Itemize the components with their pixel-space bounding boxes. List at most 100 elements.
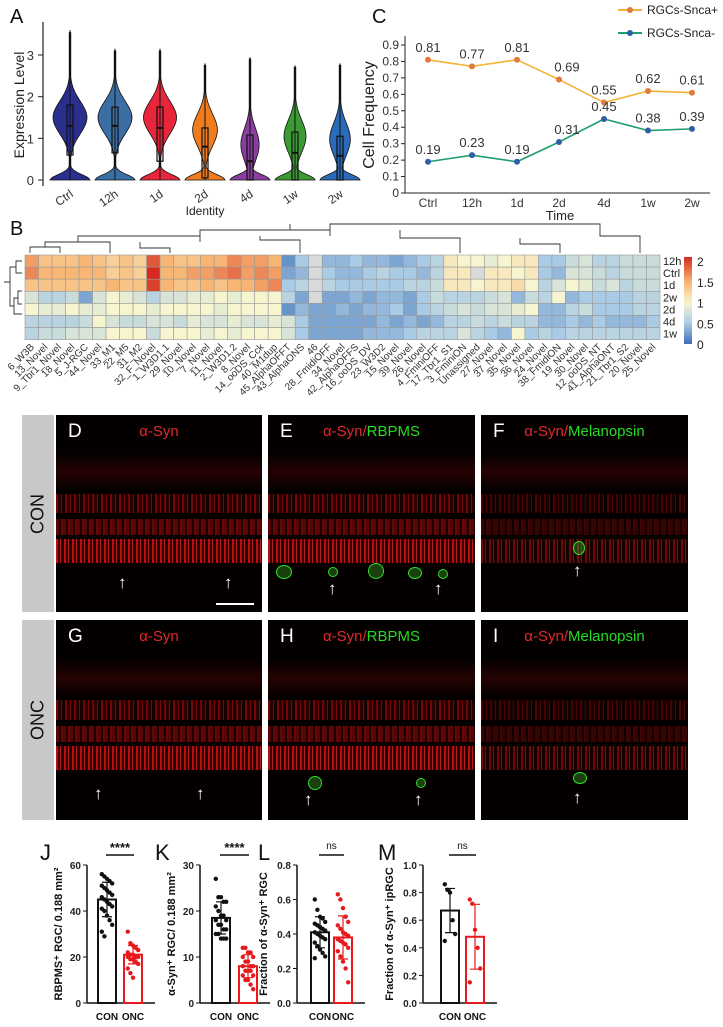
heatmap-cell (78, 254, 93, 268)
heatmap-cell (416, 327, 431, 340)
y-axis-title: Fraction of α-Syn⁺ RGC (258, 872, 270, 996)
data-point (346, 919, 351, 925)
heatmap-cell (592, 278, 607, 292)
row-label: 4d (663, 317, 675, 329)
heatmap-cell (308, 303, 323, 316)
heatmap-cell (605, 327, 620, 340)
heatmap-cell (38, 327, 53, 340)
heatmap-cell (227, 327, 242, 340)
data-point (315, 907, 320, 913)
data-point (240, 964, 245, 969)
heatmap-cell (119, 327, 134, 340)
heatmap-cell (240, 291, 255, 304)
up-arrow-icon: ↑ (118, 573, 127, 592)
heatmap-cell (416, 303, 431, 316)
heatmap-cell (308, 278, 323, 292)
heatmap-cell (146, 278, 161, 292)
heatmap-cell (78, 303, 93, 316)
data-point (251, 964, 256, 969)
micrograph-g: G α-Syn ↑ ↑ (56, 620, 262, 820)
data-point (312, 940, 317, 945)
legend-marker (627, 7, 633, 13)
heatmap-cell (51, 291, 66, 304)
heatmap-cell (375, 291, 391, 304)
heatmap-cell (348, 315, 364, 328)
heatmap-cell (281, 327, 296, 340)
heatmap-cell (335, 254, 350, 268)
heatmap-cell (78, 278, 93, 292)
heatmap-cell (470, 303, 485, 316)
y-tick-label: 0.7 (382, 71, 399, 85)
heatmap-cell (294, 315, 310, 328)
heatmap-cell (267, 254, 283, 268)
heatmap-cell (632, 291, 647, 304)
heatmap-cell (213, 254, 228, 268)
heatmap-cell (78, 315, 93, 328)
heatmap-cell (430, 291, 445, 304)
micrograph-i: I α-Syn/Melanopsin ↑ (481, 620, 688, 820)
heatmap-cell (200, 315, 215, 328)
heatmap-cell (105, 278, 120, 292)
heatmap-cell (416, 266, 431, 280)
heatmap-cell (321, 278, 337, 292)
heatmap-cell (267, 266, 283, 280)
data-point (442, 938, 447, 944)
heatmap-cell (254, 315, 269, 328)
heatmap-cell (443, 327, 458, 340)
heatmap-cell (24, 327, 39, 340)
heatmap-cell (646, 303, 661, 316)
heatmap-cell (51, 254, 66, 268)
data-point (315, 943, 320, 949)
heatmap-cell (484, 327, 499, 340)
heatmap-cell (592, 291, 607, 304)
heatmap-cell (443, 254, 458, 268)
heatmap-cell (605, 291, 620, 304)
y-tick-label: 20 (70, 953, 82, 964)
heatmap-cell (186, 315, 201, 328)
heatmap-cell (443, 315, 458, 328)
y-tick-label: 0.2 (277, 965, 291, 976)
heatmap-cell (375, 303, 391, 316)
up-arrow-icon: ↑ (94, 784, 103, 803)
data-point (335, 892, 340, 897)
heatmap-cell (348, 303, 364, 316)
y-tick-label: 1 (27, 131, 34, 146)
heatmap-cell (65, 254, 80, 268)
data-point (645, 127, 651, 134)
x-tick-label: 12h (462, 196, 482, 210)
heatmap-cell (267, 303, 283, 316)
heatmap-cell (227, 278, 242, 292)
x-tick-label: 1d (147, 187, 166, 206)
heatmap-cell (105, 291, 120, 304)
data-point (453, 931, 458, 937)
heatmap-cell (38, 266, 53, 280)
y-axis-title: Expression Level (11, 52, 27, 159)
heatmap-cell (51, 303, 66, 316)
y-axis-title: Fraction of α-Syn⁺ ipRGC (384, 867, 396, 1001)
data-point (470, 901, 475, 906)
heatmap-cell (294, 303, 310, 316)
panel-label-i: I (493, 626, 499, 647)
data-point (213, 918, 218, 923)
heatmap-cell (335, 303, 350, 316)
heatmap-cell (38, 303, 53, 316)
heatmap-cell (632, 303, 647, 316)
heatmap-cell (484, 254, 499, 268)
column-dendrogram (29, 223, 641, 253)
x-tick-label: ONC (122, 1012, 144, 1023)
heatmap-cell (538, 315, 553, 328)
data-label: 0.45 (591, 99, 616, 114)
heatmap-cell (146, 327, 161, 340)
heatmap-cell (200, 266, 215, 280)
heatmap-cell (78, 291, 93, 304)
row-label-con: CON (22, 415, 54, 612)
data-label: 0.69 (554, 60, 579, 75)
heatmap-cell (362, 254, 377, 268)
heatmap-cell (335, 291, 350, 304)
heatmap-cell (119, 315, 134, 328)
heatmap-cell (362, 303, 377, 316)
data-point (99, 929, 105, 934)
heatmap-cell (402, 303, 418, 316)
scale-bar (216, 603, 254, 605)
heatmap-cell (159, 303, 174, 316)
